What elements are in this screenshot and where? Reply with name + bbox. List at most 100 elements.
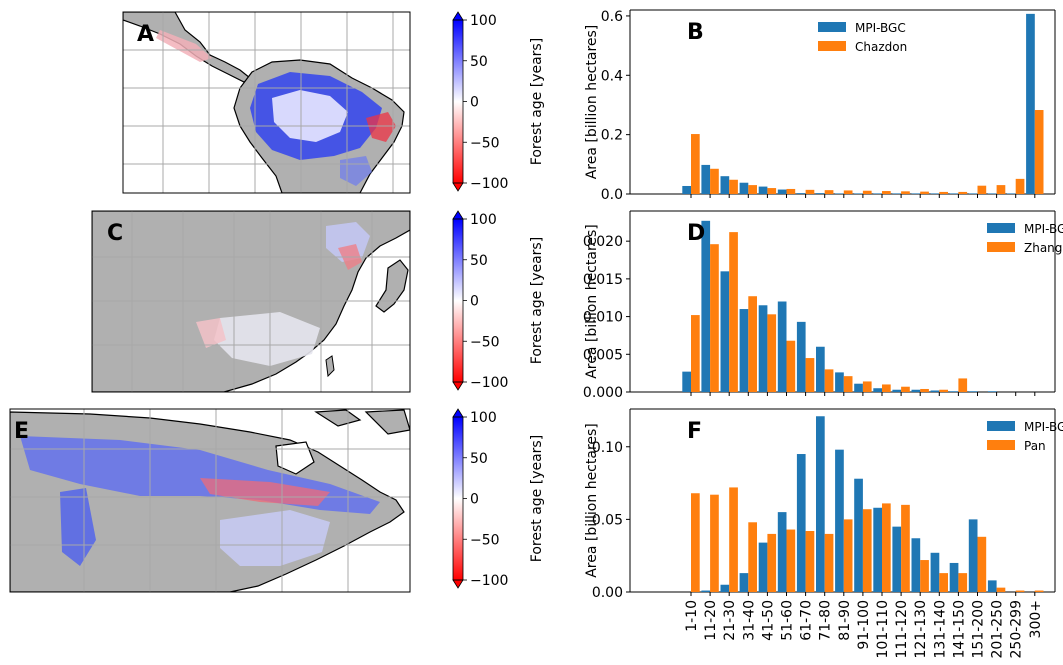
colorbar-tick-label: −100 [470,176,508,192]
colorbar-tick-label: 50 [470,54,488,70]
map-e-gridlines [10,409,410,592]
map-e-hudson-bay [275,441,315,475]
bar-pan [996,587,1006,592]
bar-mpi-bgc [758,305,768,392]
bar-zhang [862,381,872,392]
chart-y-tick-label: 0.2 [601,128,623,144]
chart-y-tick-label: 0.00 [592,585,623,601]
chart-x-tick-label: 91-100 [856,600,872,650]
map-c-label: C [107,221,123,246]
bar-chazdon [786,188,796,194]
map-panel-c: C [91,210,411,393]
bar-mpi-bgc [777,512,787,592]
chart-y-tick-label: 0.05 [592,512,623,528]
bar-mpi-bgc [854,383,863,392]
bar-pan [691,493,700,592]
bar-mpi-bgc [854,478,863,592]
bar-pan [958,573,968,592]
bar-mpi-bgc [873,193,882,194]
chart-x-tick-label: 201-250 [990,600,1006,659]
bar-mpi-bgc [720,584,730,592]
bar-mpi-bgc [796,193,806,194]
bar-pan [1034,590,1044,592]
chart-y-tick-label: 0.6 [601,9,623,25]
map-e-label: E [14,419,29,444]
map-a-frame [122,11,411,194]
bar-pan [862,509,872,592]
map-panel-a: A [122,11,411,194]
colorbar-tick-label: 100 [470,13,497,29]
chart-x-tick-label: 151-200 [971,600,987,659]
bar-chazdon [805,189,815,194]
bar-chazdon [996,185,1006,194]
chart-x-tick-label: 51-60 [780,600,796,641]
bar-mpi-bgc [701,164,711,194]
bar-mpi-bgc [968,193,978,194]
chart-x-tick-label: 71-80 [818,600,834,641]
bar-mpi-bgc [854,193,863,194]
colorbar-tick-label: 50 [470,253,488,269]
map-c-taiwan [325,355,335,378]
legend-swatch [818,41,846,51]
chart-y-tick-label: 0.10 [592,440,623,456]
bar-pan [710,494,719,592]
map-c-frame [91,210,411,393]
bar-mpi-bgc [1026,13,1035,195]
bar-mpi-bgc [835,193,844,194]
bar-mpi-bgc [1007,193,1016,194]
bar-mpi-bgc [968,391,978,392]
bar-zhang [920,388,929,392]
bar-chazdon [958,191,968,194]
colorbar-tick-label: −100 [470,375,508,391]
chart-x-tick-label: 41-50 [760,600,776,641]
colorbar-tick-label: −50 [470,532,500,548]
bar-mpi-bgc [816,193,825,194]
legend-swatch [987,440,1015,450]
bar-mpi-bgc [892,526,902,592]
bar-pan [748,522,757,592]
bar-zhang [805,358,815,392]
colorbar-label: Forest age [years] [529,38,545,165]
colorbar-tick-label: 0 [470,492,479,508]
bar-mpi-bgc [911,193,921,194]
colorbar-extend-top [452,11,464,21]
bar-chazdon [824,190,834,194]
bar-chazdon [939,191,948,194]
colorbar-label: Forest age [years] [529,435,545,562]
map-e-frame [9,408,411,593]
map-c-forest-northeast [326,222,370,262]
legend-swatch [987,421,1015,431]
chart-panel-label: B [687,20,704,45]
chart-y-label: Area [billion hectares] [584,224,600,379]
chart-y-tick-label: 0.4 [601,68,623,84]
bar-chazdon [1015,178,1025,194]
bar-pan [843,519,853,592]
chart-y-tick-label: 0.005 [583,347,623,363]
legend-label: Chazdon [855,40,907,54]
bar-mpi-bgc [682,371,691,392]
bar-pan [977,536,987,592]
legend-label: MPI-BGC [1024,420,1063,434]
chart-x-tick-label: 300+ [1028,600,1044,638]
bar-mpi-bgc [930,390,940,392]
bar-mpi-bgc [987,193,997,194]
chart-x-tick-label: 11-20 [703,600,719,641]
bar-zhang [882,384,891,392]
colorbar-tick-label: 50 [470,451,488,467]
bar-mpi-bgc [777,301,787,392]
bar-pan [882,503,891,592]
bar-mpi-bgc [968,519,978,592]
chart-x-tick-label: 131-140 [932,600,948,659]
colorbar-e: 100 50 0 −50 −100 Forest age [years] [452,408,545,589]
legend-swatch [987,242,1015,252]
colorbar-extend-bottom [452,579,464,589]
colorbar-extend-top [452,408,464,418]
bar-chazdon [901,191,910,194]
bar-zhang [729,232,738,392]
bar-mpi-bgc [816,346,825,392]
bar-zhang [748,296,757,392]
bar-mpi-bgc [701,590,711,592]
colorbar-extend-top [452,210,464,220]
